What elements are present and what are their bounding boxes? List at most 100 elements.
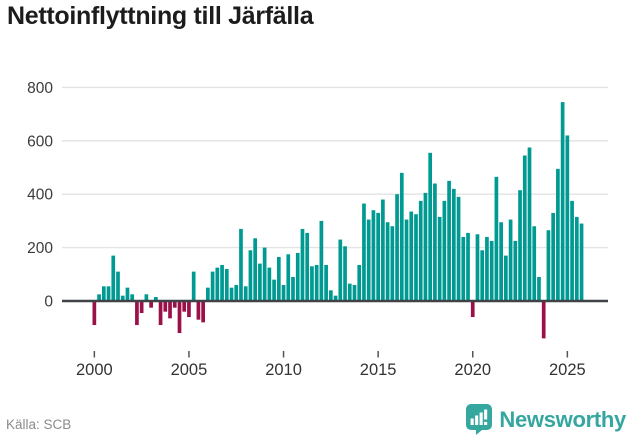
bar: 2002 Q3: -45 [139,301,144,314]
bar: 2000 Q3: 55 [101,286,106,301]
bar: 2015 Q4: 280 [390,226,395,301]
x-tick-label: 2015 [360,361,397,379]
logo-bars-glyph [471,409,488,425]
bar: 2020 Q1: -60 [470,301,475,318]
bar: 2018 Q3: 375 [442,200,447,301]
bar: 2000 Q4: 55 [106,286,111,301]
bar: 2011 Q2: 255 [305,232,310,301]
bar: 2014 Q2: 365 [362,203,366,301]
bar: 2003 Q1: -25 [149,301,153,308]
y-tick-label: 600 [27,133,53,150]
bar: 2009 Q4: 165 [276,256,281,301]
bar: 2023 Q4: -140 [541,301,546,339]
bar: 2014 Q3: 305 [366,219,371,301]
bar: 2002 Q2: -90 [135,301,139,326]
bar: 2012 Q2: 135 [324,264,328,301]
bar: 2015 Q2: 380 [381,199,385,301]
x-tick-label: 2010 [265,361,302,379]
bar: 2003 Q2: 15 [153,296,158,301]
y-tick-label: 800 [27,80,53,97]
bar: 2001 Q4: 50 [125,287,130,301]
bar: 2018 Q4: 450 [447,180,451,301]
bar: 2007 Q2: 50 [229,287,234,301]
bar: 2014 Q4: 340 [371,210,376,301]
bar: 2022 Q3: 415 [518,190,522,301]
newsworthy-logo: Newsworthy [466,404,626,435]
bar: 2002 Q4: 25 [144,294,149,301]
bar: 2015 Q1: 330 [376,212,380,301]
bar: 2022 Q2: 225 [513,240,518,301]
bar: 2017 Q3: 405 [423,192,428,301]
bar: 2023 Q3: 90 [537,276,541,301]
bars: 2000 Q1: -902000 Q2: 252000 Q3: 552000 Q… [92,102,584,339]
bar: 2024 Q1: 265 [546,230,551,301]
bar: 2008 Q3: 235 [253,238,258,301]
bar: 2021 Q2: 465 [494,176,499,301]
bar: 2021 Q3: 295 [499,222,503,301]
bar: 2018 Q1: 440 [433,183,437,301]
chart-title: Nettoinflyttning till Järfälla [7,2,314,30]
x-tick-label: 2000 [76,361,113,379]
bar: 2009 Q1: 200 [262,247,267,301]
bar: 2022 Q4: 545 [522,155,527,301]
bar: 2001 Q2: 110 [116,271,120,301]
bar: 2019 Q2: 390 [456,196,461,301]
bar: 2019 Q1: 420 [451,188,456,301]
bar: 2025 Q1: 620 [565,135,570,301]
bar: 2015 Q3: 295 [385,222,390,301]
y-tick-label: 200 [27,240,53,257]
bar: 2025 Q4: 290 [579,223,584,301]
bar: 2005 Q3: -70 [196,301,201,320]
bar: 2019 Q3: 240 [461,236,466,301]
bar: 2007 Q3: 60 [234,284,239,301]
y-tick-label: 0 [44,294,53,311]
bar: 2002 Q1: 25 [130,294,135,301]
bar: 2012 Q3: 40 [329,290,333,301]
bar: 2008 Q2: 190 [248,250,253,301]
bar: 2001 Q1: 170 [111,255,116,301]
bar: 2012 Q1: 300 [319,220,324,301]
x-axis-ticks [93,351,569,358]
newsworthy-wordmark: Newsworthy [499,406,626,432]
bar: 2017 Q2: 375 [418,200,423,301]
bar: 2016 Q1: 400 [395,194,399,301]
bar: 2013 Q1: 230 [338,239,343,301]
bar: 2007 Q4: 270 [239,228,243,301]
bar: 2010 Q1: 60 [281,284,286,301]
bar: 2008 Q4: 140 [258,263,262,301]
bar: 2020 Q3: 190 [480,250,485,301]
bar: 2006 Q1: 50 [206,287,210,301]
bar: 2016 Q2: 480 [399,172,404,301]
bar: 2020 Q2: 250 [475,234,480,301]
bar: 2003 Q3: -90 [158,301,163,326]
bar: 2009 Q2: 125 [267,267,272,301]
bar: 2013 Q2: 205 [343,246,347,301]
bar: 2020 Q4: 240 [485,236,489,301]
bar: 2010 Q3: 90 [291,276,295,301]
bar: 2001 Q3: 20 [120,295,125,301]
bar: 2012 Q4: 20 [333,295,338,301]
bar: 2005 Q1: -60 [187,301,191,318]
y-axis-labels: 0 200 400 600 800 [27,80,53,311]
bar: 2019 Q4: 255 [466,232,470,301]
bar: 2006 Q2: 110 [210,271,215,301]
bar: 2008 Q1: 55 [243,286,248,301]
bar: 2007 Q1: 120 [224,268,229,301]
bar: 2013 Q4: 60 [352,284,357,301]
bar: 2024 Q4: 745 [560,102,565,302]
x-tick-label: 2005 [171,361,208,379]
bar: 2025 Q2: 375 [570,200,574,301]
x-tick-label: 2025 [549,361,586,379]
bar: 2023 Q1: 575 [527,147,532,301]
bar: 2023 Q2: 280 [532,226,537,301]
bar: 2011 Q4: 135 [314,264,319,301]
bar: 2006 Q3: 125 [215,267,220,301]
bar: 2025 Q3: 315 [574,216,579,301]
bar: 2000 Q2: 25 [97,294,101,301]
